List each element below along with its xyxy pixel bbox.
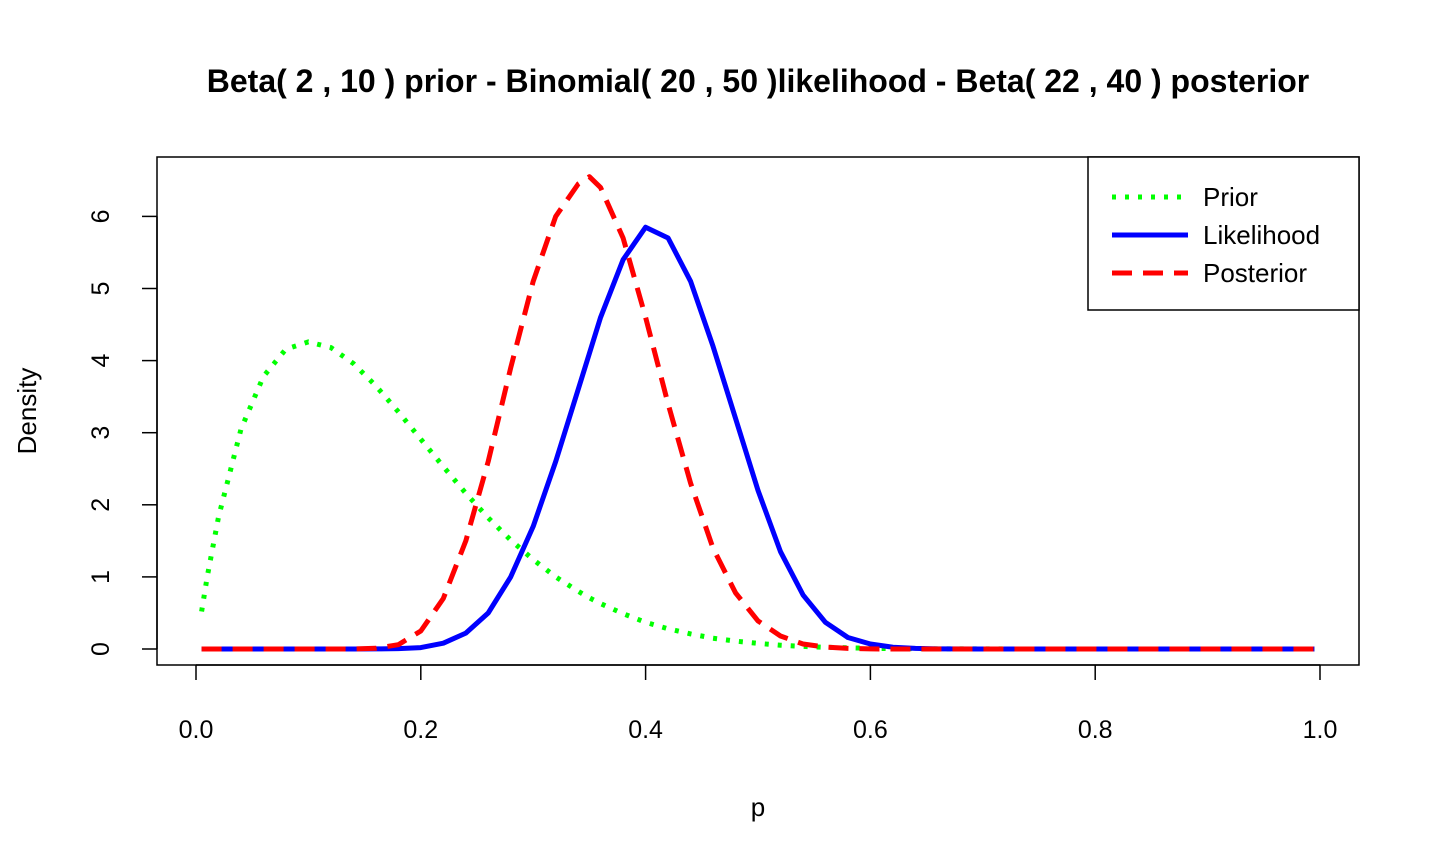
x-tick-label: 0.2 [403,716,438,744]
y-tick-label: 5 [87,282,115,296]
y-tick-label: 1 [87,570,115,584]
x-axis-label: p [751,792,765,822]
legend-label-posterior: Posterior [1203,258,1307,288]
chart-title: Beta( 2 , 10 ) prior - Binomial( 20 , 50… [207,63,1309,99]
legend-box [1087,156,1360,311]
series-layer [199,174,1315,652]
legend-items: Prior Likelihood Posterior [1112,182,1320,288]
y-tick-label: 6 [87,209,115,223]
y-tick-label: 2 [87,498,115,512]
legend-label-likelihood: Likelihood [1203,220,1320,250]
legend: Prior Likelihood Posterior [1087,156,1360,311]
x-tick-label: 0.6 [853,716,888,744]
x-tick-label: 0.4 [628,716,663,744]
series-line-prior [199,339,1315,652]
y-tick-label: 4 [87,354,115,368]
y-axis: 0 1 2 3 4 5 6 [87,209,158,656]
x-axis: 0.0 0.2 0.4 0.6 0.8 1.0 [179,664,1338,744]
x-tick-label: 1.0 [1303,716,1338,744]
legend-label-prior: Prior [1203,182,1258,212]
series-line-posterior [201,174,1315,652]
y-axis-label: Density [12,368,42,455]
x-tick-label: 0.8 [1078,716,1113,744]
x-tick-label: 0.0 [179,716,214,744]
y-tick-label: 0 [87,642,115,656]
y-tick-label: 3 [87,426,115,440]
